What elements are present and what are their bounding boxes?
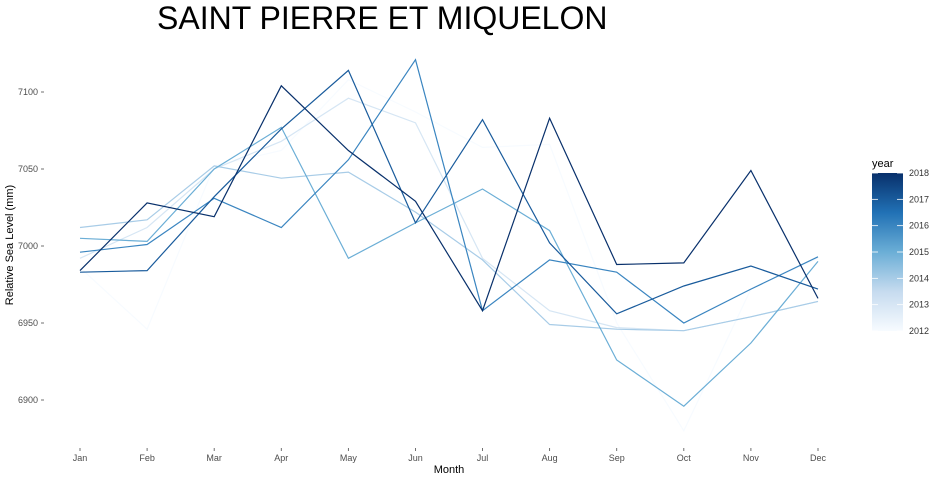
series-line-2016 — [79, 58, 819, 324]
series-layer — [79, 58, 819, 433]
y-tick-label: 7100 — [18, 87, 38, 97]
x-tick-label: May — [340, 453, 358, 463]
legend-tick-label: 2015 — [909, 247, 929, 257]
series-line-2018 — [79, 84, 819, 313]
x-tick-label: Jun — [408, 453, 423, 463]
legend-ticks: 2012 2013 2014 2015 2016 2017 2018 — [872, 168, 929, 336]
legend-tick-label: 2017 — [909, 194, 929, 204]
x-tick-label: Feb — [139, 453, 155, 463]
x-tick-label: Aug — [542, 453, 558, 463]
legend-tick-label: 2013 — [909, 300, 929, 310]
series-line-2012 — [79, 78, 819, 433]
x-tick-label: Jul — [477, 453, 489, 463]
legend-tick-label: 2018 — [909, 168, 929, 178]
x-tick-label: Nov — [743, 453, 760, 463]
legend: year 2012 2013 2014 2015 2016 2017 2018 — [872, 158, 929, 336]
series-line-2015 — [79, 126, 819, 407]
legend-tick-label: 2012 — [909, 326, 929, 336]
series-line-2017 — [79, 69, 819, 315]
legend-tick-label: 2014 — [909, 273, 929, 283]
y-tick-label: 7000 — [18, 241, 38, 251]
x-tick-label: Sep — [609, 453, 625, 463]
x-tick-label: Dec — [810, 453, 827, 463]
x-tick-label: Mar — [206, 453, 222, 463]
y-axis: 6900 6950 7000 7050 7100 — [18, 87, 44, 405]
x-tick-label: Jan — [73, 453, 88, 463]
y-axis-title: Relative Sea Level (mm) — [4, 185, 16, 305]
chart-title: SAINT PIERRE ET MIQUELON — [157, 0, 607, 36]
y-tick-label: 6950 — [18, 318, 38, 328]
legend-title: year — [872, 158, 894, 170]
x-tick-label: Apr — [274, 453, 288, 463]
y-tick-label: 6900 — [18, 395, 38, 405]
x-axis: Jan Feb Mar Apr May Jun Jul Aug Sep Oct Nov Dec — [73, 448, 827, 463]
x-tick-label: Oct — [677, 453, 692, 463]
y-tick-label: 7050 — [18, 164, 38, 174]
x-axis-title: Month — [434, 464, 465, 476]
legend-tick-label: 2016 — [909, 221, 929, 231]
series-line-2014 — [79, 165, 819, 332]
